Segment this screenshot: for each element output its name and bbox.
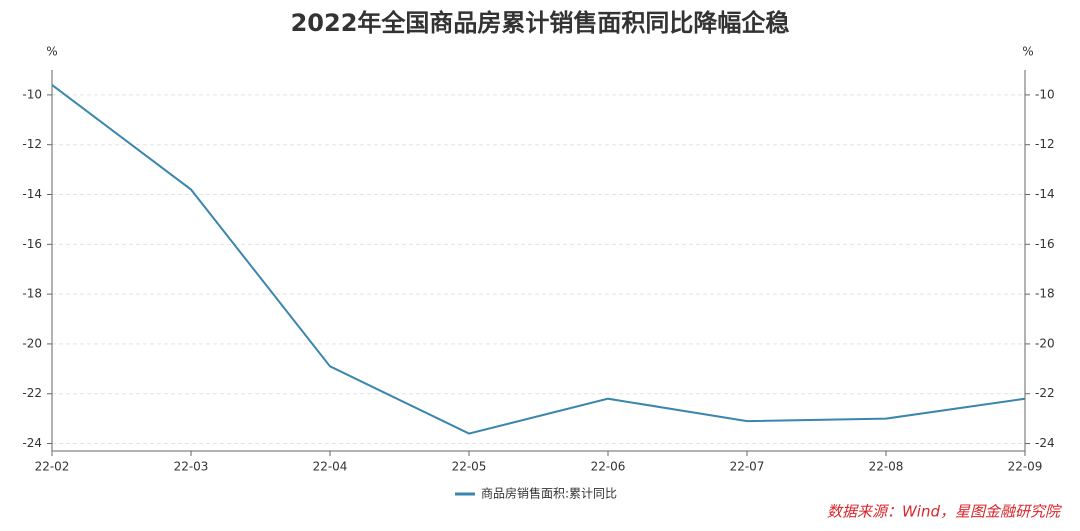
legend-label: 商品房销售面积:累计同比 (481, 486, 617, 501)
x-tick-label: 22-05 (452, 460, 487, 474)
y-tick-label: -10 (22, 87, 42, 101)
x-tick-label: 22-09 (1008, 460, 1043, 474)
x-tick-label: 22-07 (730, 460, 765, 474)
y-tick-label: -14 (22, 187, 42, 201)
y-tick-label: -12 (22, 137, 42, 151)
y-tick-label: -20 (22, 336, 42, 350)
y2-tick-label: -20 (1035, 336, 1055, 350)
x-tick-label: 22-08 (869, 460, 904, 474)
x-tick-label: 22-03 (174, 460, 209, 474)
x-tick-label: 22-02 (35, 460, 70, 474)
y-tick-label: -16 (22, 237, 42, 251)
y2-tick-label: -18 (1035, 287, 1055, 301)
y-tick-label: -18 (22, 287, 42, 301)
y-axis-label: % (46, 45, 57, 59)
x-tick-label: 22-06 (591, 460, 626, 474)
chart-title: 2022年全国商品房累计销售面积同比降幅企稳 (291, 9, 790, 37)
y2-tick-label: -24 (1035, 436, 1055, 450)
y2-axis-label: % (1022, 45, 1033, 59)
data-line (51, 84, 1026, 435)
y-tick-label: -22 (22, 386, 42, 400)
x-tick-label: 22-04 (313, 460, 348, 474)
y2-tick-label: -10 (1035, 87, 1055, 101)
y2-tick-label: -16 (1035, 237, 1055, 251)
y-tick-label: -24 (22, 436, 42, 450)
y2-tick-label: -12 (1035, 137, 1055, 151)
y2-tick-label: -22 (1035, 386, 1055, 400)
y2-tick-label: -14 (1035, 187, 1055, 201)
source-note: 数据来源：Wind，星图金融研究院 (827, 503, 1062, 521)
